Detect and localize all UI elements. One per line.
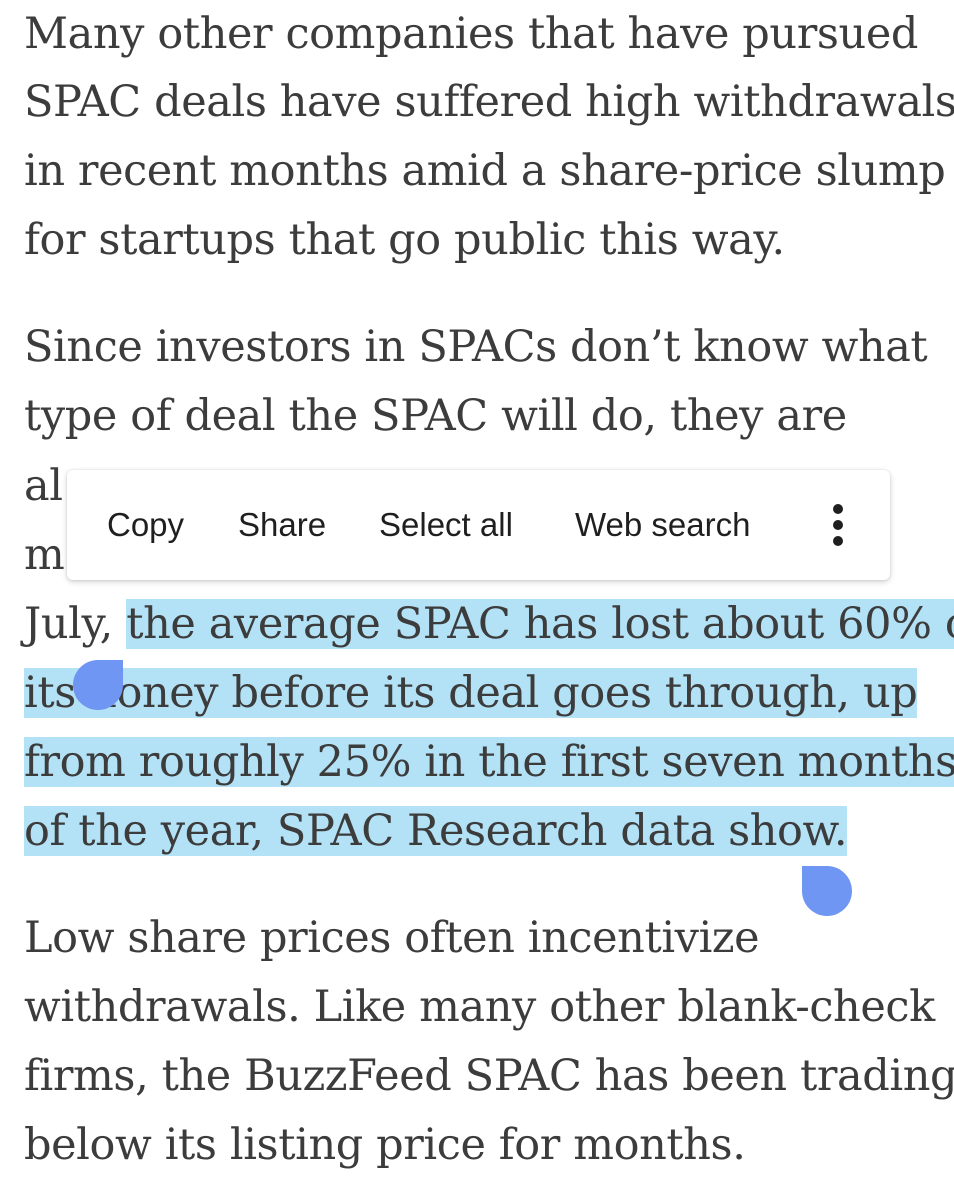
paragraph-3-line-2: withdrawals. Like many other blank-check bbox=[24, 982, 935, 1032]
paragraph-2-line-1: Since investors in SPACs don’t know what bbox=[24, 322, 928, 372]
paragraph-1-line-1: Many other companies that have pursued bbox=[24, 9, 918, 59]
paragraph-2-line-7: from roughly 25% in the first seven mont… bbox=[24, 728, 954, 796]
paragraph-1-line-2: SPAC deals have suffered high withdrawal… bbox=[24, 77, 954, 127]
more-vert-icon[interactable] bbox=[823, 504, 853, 546]
paragraph-1-line-3: in recent months amid a share-price slum… bbox=[24, 146, 946, 196]
paragraph-2-line-8: of the year, SPAC Research data show. bbox=[24, 797, 848, 865]
paragraph-2-line-6: its noney before its deal goes through, … bbox=[24, 659, 918, 727]
paragraph-3-line-3: firms, the BuzzFeed SPAC has been tradin… bbox=[24, 1051, 954, 1101]
copy-button[interactable]: Copy bbox=[107, 506, 185, 543]
share-button[interactable]: Share bbox=[238, 506, 327, 543]
selection-start-handle[interactable] bbox=[73, 660, 123, 710]
paragraph-2-line-2: type of deal the SPAC will do, they are bbox=[24, 391, 847, 441]
paragraph-1-line-4: for startups that go public this way. bbox=[24, 215, 785, 265]
paragraph-2-line-3-partial: al bbox=[24, 461, 63, 511]
unselected-text: July, bbox=[24, 599, 127, 649]
paragraph-3-line-4: below its listing price for months. bbox=[24, 1120, 746, 1170]
web-search-button[interactable]: Web search bbox=[575, 506, 751, 543]
paragraph-2-line-4-partial: m bbox=[24, 530, 65, 580]
paragraph-2-line-5: July, the average SPAC has lost about 60… bbox=[24, 590, 954, 658]
selection-end-handle[interactable] bbox=[802, 866, 852, 916]
selected-text[interactable]: the average SPAC has lost about 60% of bbox=[126, 599, 954, 649]
selected-text[interactable]: of the year, SPAC Research data show. bbox=[24, 806, 848, 856]
select-all-button[interactable]: Select all bbox=[379, 506, 513, 543]
paragraph-3-line-1: Low share prices often incentivize bbox=[24, 913, 760, 963]
text-selection-menu: Copy Share Select all Web search bbox=[67, 470, 890, 580]
selected-text[interactable]: noney before its deal goes through, up bbox=[89, 668, 918, 718]
selected-text[interactable]: from roughly 25% in the first seven mont… bbox=[24, 737, 954, 787]
